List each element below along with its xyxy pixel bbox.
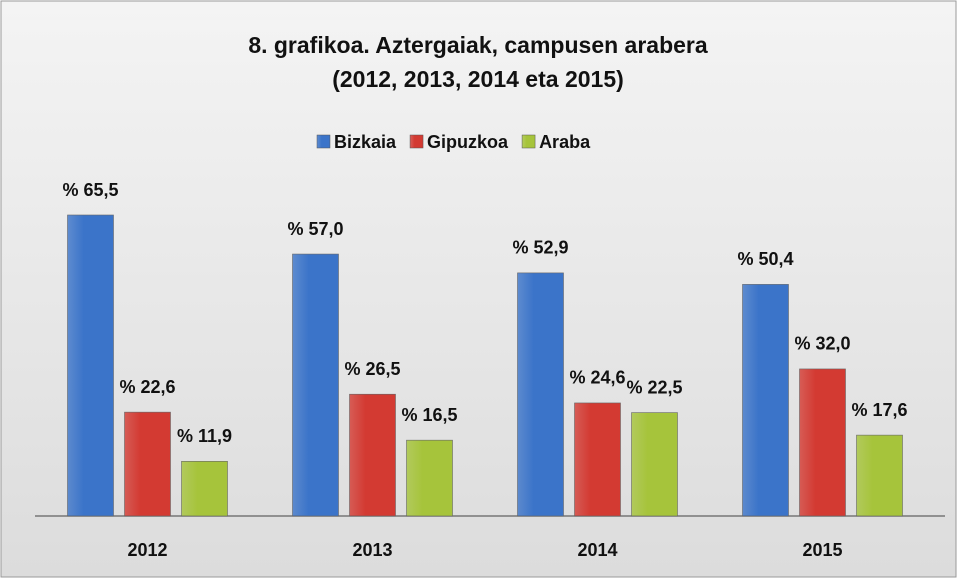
data-label: % 26,5 <box>344 359 400 379</box>
legend-swatch <box>521 134 536 149</box>
x-tick-label: 2012 <box>127 540 167 560</box>
bar <box>742 284 789 517</box>
legend-swatch <box>316 134 331 149</box>
data-label: % 16,5 <box>401 405 457 425</box>
legend-swatch <box>409 134 424 149</box>
data-label: % 65,5 <box>62 180 118 200</box>
chart-subtitle: (2012, 2013, 2014 eta 2015) <box>332 66 624 92</box>
data-label: % 22,5 <box>626 377 682 397</box>
bar <box>856 434 903 517</box>
bar <box>349 393 396 517</box>
bar <box>574 402 621 517</box>
bar <box>292 253 339 517</box>
x-tick-label: 2015 <box>802 540 842 560</box>
data-label: % 17,6 <box>851 400 907 420</box>
bar <box>67 214 114 517</box>
bar <box>799 368 846 517</box>
legend-label: Bizkaia <box>334 132 397 152</box>
data-label: % 32,0 <box>794 334 850 354</box>
legend-label: Gipuzkoa <box>427 132 509 152</box>
x-tick-label: 2014 <box>577 540 617 560</box>
data-label: % 50,4 <box>737 249 793 269</box>
data-label: % 57,0 <box>287 219 343 239</box>
data-label: % 52,9 <box>512 238 568 258</box>
data-label: % 22,6 <box>119 377 175 397</box>
x-tick-label: 2013 <box>352 540 392 560</box>
bar <box>631 412 678 517</box>
bar <box>181 461 228 517</box>
bar <box>124 411 171 517</box>
bar <box>517 272 564 517</box>
chart-title: 8. grafikoa. Aztergaiak, campusen araber… <box>248 32 708 58</box>
legend-label: Araba <box>539 132 591 152</box>
bar <box>406 439 453 517</box>
data-label: % 24,6 <box>569 368 625 388</box>
data-label: % 11,9 <box>177 426 232 446</box>
